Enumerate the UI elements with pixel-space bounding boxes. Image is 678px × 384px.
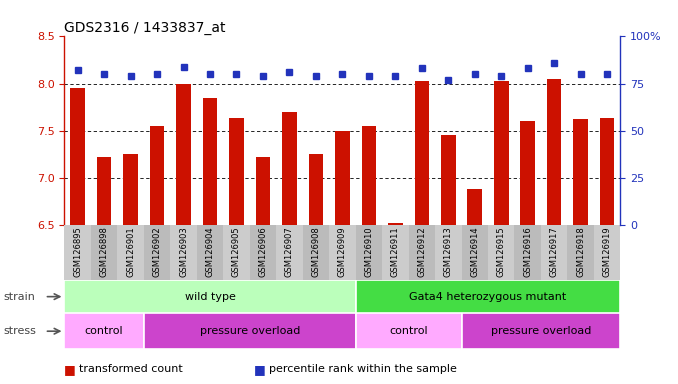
Bar — [91, 225, 117, 280]
Text: strain: strain — [3, 291, 35, 302]
Bar — [547, 79, 561, 225]
Text: GSM126909: GSM126909 — [338, 226, 347, 277]
Bar — [256, 157, 271, 225]
Bar — [600, 118, 614, 225]
Text: ■: ■ — [254, 363, 270, 376]
Text: GSM126919: GSM126919 — [603, 226, 612, 277]
Text: GSM126912: GSM126912 — [418, 226, 426, 277]
Bar — [97, 157, 111, 225]
Text: GSM126910: GSM126910 — [364, 226, 374, 277]
Text: pressure overload: pressure overload — [491, 326, 591, 336]
Text: control: control — [85, 326, 123, 336]
Text: GSM126901: GSM126901 — [126, 226, 135, 277]
Bar — [308, 154, 323, 225]
Bar — [462, 225, 488, 280]
Text: pressure overload: pressure overload — [199, 326, 300, 336]
Bar — [229, 118, 244, 225]
Bar — [356, 280, 620, 313]
Bar — [435, 225, 462, 280]
Text: GSM126903: GSM126903 — [179, 226, 188, 277]
Text: GSM126898: GSM126898 — [100, 226, 108, 277]
Text: GSM126918: GSM126918 — [576, 226, 585, 277]
Bar — [361, 126, 376, 225]
Bar — [468, 189, 482, 225]
Bar — [541, 225, 567, 280]
Text: GSM126906: GSM126906 — [258, 226, 267, 277]
Bar — [414, 81, 429, 225]
Bar — [176, 84, 191, 225]
Text: control: control — [389, 326, 428, 336]
Bar — [515, 225, 541, 280]
Text: GSM126907: GSM126907 — [285, 226, 294, 277]
Bar — [64, 280, 356, 313]
Bar — [170, 225, 197, 280]
Bar — [356, 313, 462, 349]
Bar — [250, 225, 276, 280]
Bar — [462, 313, 620, 349]
Bar — [356, 225, 382, 280]
Bar — [329, 225, 356, 280]
Bar — [567, 225, 594, 280]
Bar — [388, 223, 403, 225]
Bar — [64, 313, 144, 349]
Bar — [594, 225, 620, 280]
Text: percentile rank within the sample: percentile rank within the sample — [269, 364, 457, 374]
Bar — [150, 126, 164, 225]
Bar — [223, 225, 250, 280]
Text: GSM126908: GSM126908 — [311, 226, 321, 277]
Bar — [574, 119, 588, 225]
Text: GSM126902: GSM126902 — [153, 226, 161, 277]
Bar — [302, 225, 329, 280]
Bar — [382, 225, 409, 280]
Text: GSM126916: GSM126916 — [523, 226, 532, 277]
Bar — [144, 225, 170, 280]
Bar — [64, 225, 91, 280]
Bar — [117, 225, 144, 280]
Text: GSM126917: GSM126917 — [550, 226, 559, 277]
Text: GDS2316 / 1433837_at: GDS2316 / 1433837_at — [64, 22, 226, 35]
Bar — [494, 81, 508, 225]
Text: GSM126911: GSM126911 — [391, 226, 400, 277]
Bar — [144, 313, 356, 349]
Text: GSM126904: GSM126904 — [205, 226, 214, 277]
Bar — [335, 131, 350, 225]
Text: ■: ■ — [64, 363, 80, 376]
Text: stress: stress — [3, 326, 36, 336]
Text: GSM126915: GSM126915 — [497, 226, 506, 277]
Text: wild type: wild type — [184, 291, 235, 302]
Text: GSM126913: GSM126913 — [444, 226, 453, 277]
Bar — [521, 121, 535, 225]
Text: GSM126914: GSM126914 — [471, 226, 479, 277]
Text: Gata4 heterozygous mutant: Gata4 heterozygous mutant — [410, 291, 567, 302]
Bar — [197, 225, 223, 280]
Bar — [203, 98, 217, 225]
Bar — [409, 225, 435, 280]
Text: GSM126905: GSM126905 — [232, 226, 241, 277]
Text: transformed count: transformed count — [79, 364, 183, 374]
Bar — [488, 225, 515, 280]
Bar — [71, 88, 85, 225]
Text: GSM126895: GSM126895 — [73, 226, 82, 277]
Bar — [282, 112, 297, 225]
Bar — [276, 225, 302, 280]
Bar — [441, 135, 456, 225]
Bar — [123, 154, 138, 225]
